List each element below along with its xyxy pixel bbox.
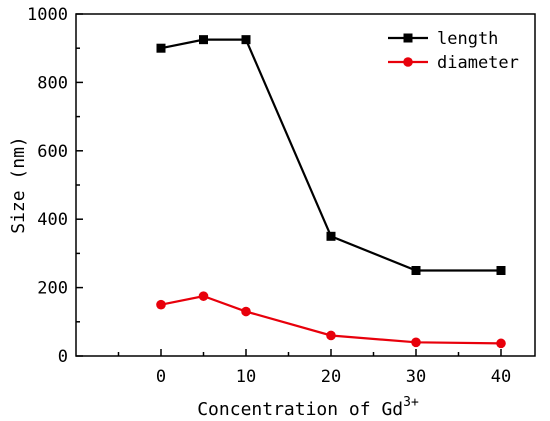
axes: 0 200 400 600 800 1000 0 10 20 30 40 xyxy=(27,5,536,387)
data-point-diameter xyxy=(496,338,506,349)
x-axis-title-text: Concentration of Gd xyxy=(197,399,403,420)
data-point-diameter xyxy=(156,299,166,310)
y-tick-label: 600 xyxy=(37,142,68,162)
data-point-diameter xyxy=(411,337,421,348)
y-tick-label: 800 xyxy=(37,73,68,93)
y-tick-label: 1000 xyxy=(27,5,68,25)
x-axis-title: Concentration of Gd3+ xyxy=(197,395,419,420)
series-diameter xyxy=(156,291,506,349)
series-length xyxy=(156,35,506,275)
y-tick-label: 400 xyxy=(37,210,68,230)
legend-label: diameter xyxy=(437,53,519,73)
y-tick-label: 0 xyxy=(58,347,68,367)
data-point-diameter xyxy=(198,291,209,301)
x-tick-label: 40 xyxy=(491,367,511,387)
series-layer xyxy=(156,35,506,349)
data-point-length xyxy=(156,43,166,53)
legend-marker xyxy=(403,33,413,43)
legend-item-length: length xyxy=(388,29,498,49)
legend-item-diameter: diameter xyxy=(388,53,519,73)
data-point-length xyxy=(241,35,251,45)
data-point-length xyxy=(496,266,506,275)
x-tick-label: 20 xyxy=(321,367,341,387)
y-axis-title: Size (nm) xyxy=(8,136,29,234)
x-tick-label: 30 xyxy=(406,367,426,387)
x-tick-label: 10 xyxy=(236,367,256,387)
legend-label: length xyxy=(437,29,498,49)
data-point-length xyxy=(411,266,421,275)
x-axis-title-superscript: 3+ xyxy=(403,395,419,410)
y-tick-label: 200 xyxy=(37,279,68,299)
data-point-diameter xyxy=(326,330,336,341)
data-point-diameter xyxy=(241,306,251,317)
data-point-length xyxy=(326,231,336,241)
series-line-diameter xyxy=(160,295,502,345)
data-point-length xyxy=(199,35,208,45)
series-line-length xyxy=(160,38,501,272)
legend-marker xyxy=(403,57,413,67)
legend: length diameter xyxy=(388,29,519,73)
x-tick-label: 0 xyxy=(156,367,166,387)
